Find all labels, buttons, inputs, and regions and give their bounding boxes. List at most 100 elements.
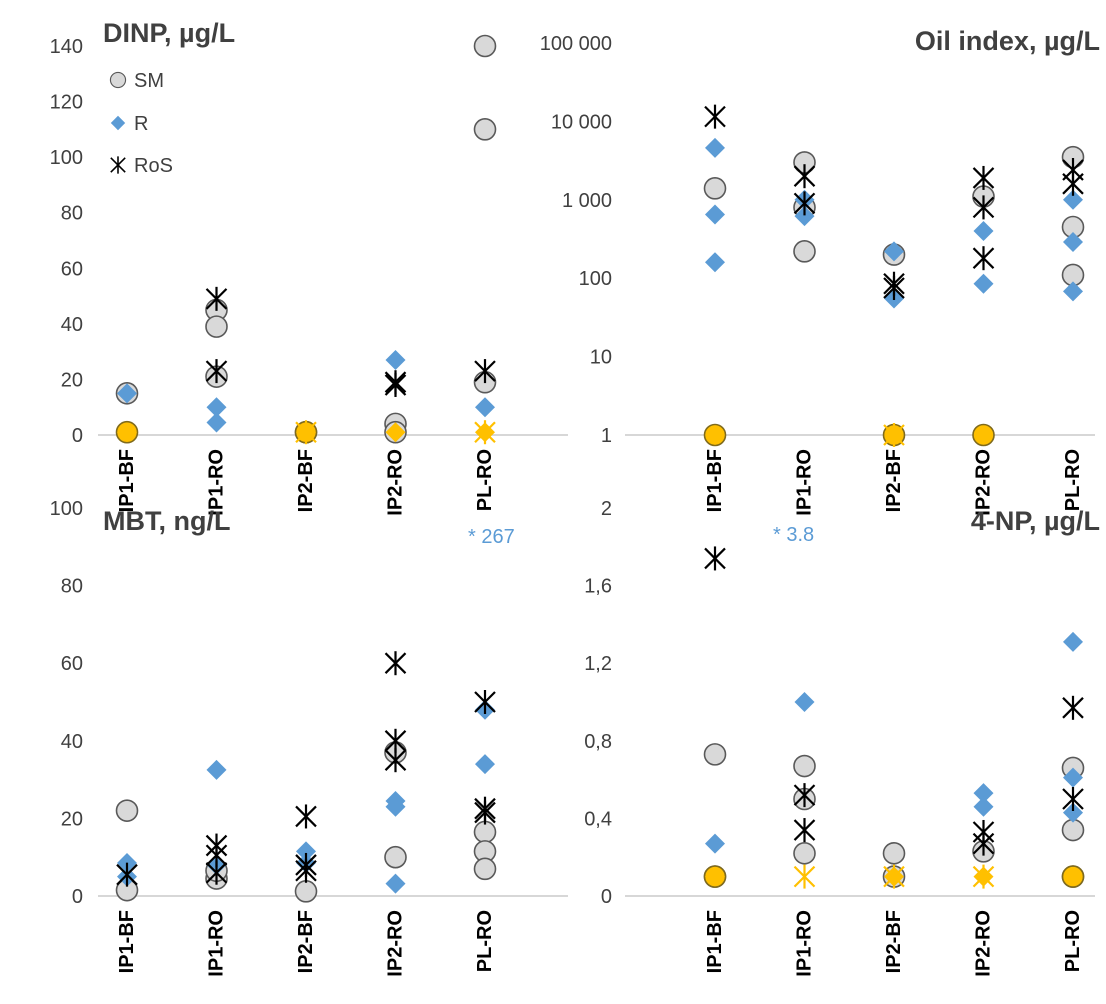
x-category-label: IP2-RO [385, 910, 407, 977]
ros-marker [384, 651, 407, 676]
ros-marker [972, 831, 995, 856]
r-marker [1063, 189, 1083, 210]
ros-marker [474, 800, 496, 825]
ros-marker [1062, 171, 1084, 196]
r-marker [1063, 767, 1083, 788]
r-marker [1063, 802, 1083, 823]
ros-marker [384, 372, 407, 397]
ros-marker [883, 275, 905, 300]
y-tick-label: 1 000 [562, 190, 612, 212]
sm-marker [115, 799, 139, 822]
r-marker [973, 796, 994, 817]
ros-marker [793, 191, 816, 216]
sm-marker [205, 315, 228, 338]
x-category-label: PL-RO [474, 910, 496, 972]
below-loq-diamond-marker [705, 425, 725, 445]
sm-marker [473, 118, 497, 141]
r-marker [117, 383, 137, 404]
ros-marker [205, 359, 228, 384]
ros-marker [474, 690, 496, 714]
x-category-label: IP1-BF [704, 449, 726, 512]
y-tick-label: 140 [50, 36, 83, 58]
legend-item: SM [109, 70, 164, 92]
below-loq-diamond-marker [385, 422, 406, 443]
sm-marker [109, 71, 127, 89]
r-marker [794, 692, 815, 712]
panel-title: MBT, ng/L [103, 506, 230, 536]
sm-marker [473, 820, 497, 844]
mbt-panel: 0 20 40 60 80 100 IP1-BF IP1-RO IP2-BF IP2-RO PL-R… [50, 498, 568, 977]
x-category-label: IP1-RO [206, 449, 228, 516]
x-category-label: IP2-BF [883, 910, 905, 973]
x-category-label: IP2-BF [295, 449, 317, 512]
legend: SM R RoS [109, 70, 173, 177]
legend-label: RoS [134, 155, 173, 177]
y-tick-label: 0 [72, 886, 83, 908]
off-scale-note: * 267 [468, 526, 515, 548]
y-tick-label: 10 [590, 347, 612, 369]
r-marker [705, 137, 725, 158]
y-tick-label: 80 [61, 203, 83, 225]
r-marker [475, 397, 495, 418]
r-marker [973, 273, 994, 294]
r-marker [475, 754, 495, 775]
below-loq-diamond-marker [117, 422, 137, 443]
below-loq-asterisk-marker [883, 423, 905, 447]
y-tick-label: 40 [61, 731, 83, 753]
x-category-label: IP1-RO [206, 910, 228, 977]
r-marker [705, 252, 725, 273]
ros-marker [704, 104, 726, 129]
r-marker [206, 759, 227, 780]
ros-marker [972, 165, 995, 190]
panel-title: 4-NP, µg/L [971, 506, 1100, 536]
ros-marker [972, 246, 995, 271]
legend-label: R [134, 113, 148, 135]
ros-marker [474, 359, 496, 384]
x-category-label: IP2-RO [973, 910, 995, 977]
ros-marker [1062, 695, 1084, 720]
y-tick-label: 0,8 [584, 731, 612, 753]
ros-marker [972, 195, 995, 220]
y-tick-label: 2 [601, 498, 612, 520]
r-marker [973, 220, 994, 241]
r-marker [110, 115, 126, 131]
r-marker [884, 241, 904, 262]
panel-title: Oil index, µg/L [915, 26, 1100, 56]
y-tick-label: 1 [601, 425, 612, 447]
x-category-label: IP1-BF [116, 449, 138, 512]
x-category-label: IP1-BF [704, 910, 726, 973]
sm-marker [793, 240, 816, 263]
y-tick-label: 60 [61, 653, 83, 675]
y-tick-label: 1,6 [584, 576, 612, 598]
ros-marker [295, 804, 317, 829]
ros-marker [793, 783, 816, 808]
y-tick-label: 120 [50, 92, 83, 114]
y-tick-label: 60 [61, 258, 83, 280]
legend-item: RoS [110, 155, 173, 177]
x-category-label: IP2-BF [883, 449, 905, 512]
below-loq-asterisk-marker [474, 420, 496, 445]
sm-marker [1061, 818, 1085, 842]
r-marker [206, 412, 227, 433]
ros-marker [110, 156, 126, 174]
y-tick-label: 40 [61, 314, 83, 336]
r-marker [705, 833, 725, 854]
below-loq-asterisk-marker [972, 864, 995, 889]
ros-marker [793, 818, 816, 843]
x-category-label: IP2-RO [385, 449, 407, 516]
x-category-label: IP1-RO [794, 910, 816, 977]
sm-marker [703, 743, 727, 766]
sm-marker [793, 842, 816, 865]
sm-marker [473, 34, 497, 58]
y-tick-label: 0 [601, 886, 612, 908]
y-tick-label: 100 [50, 147, 83, 169]
x-category-label: IP1-RO [794, 449, 816, 516]
r-marker [1063, 231, 1083, 252]
x-category-label: IP1-BF [116, 910, 138, 973]
y-tick-label: 0 [72, 425, 83, 447]
x-category-label: PL-RO [1062, 449, 1084, 511]
y-tick-label: 80 [61, 576, 83, 598]
y-tick-label: 100 000 [540, 33, 612, 55]
x-category-label: PL-RO [1062, 910, 1084, 972]
ros-marker [1062, 787, 1084, 811]
